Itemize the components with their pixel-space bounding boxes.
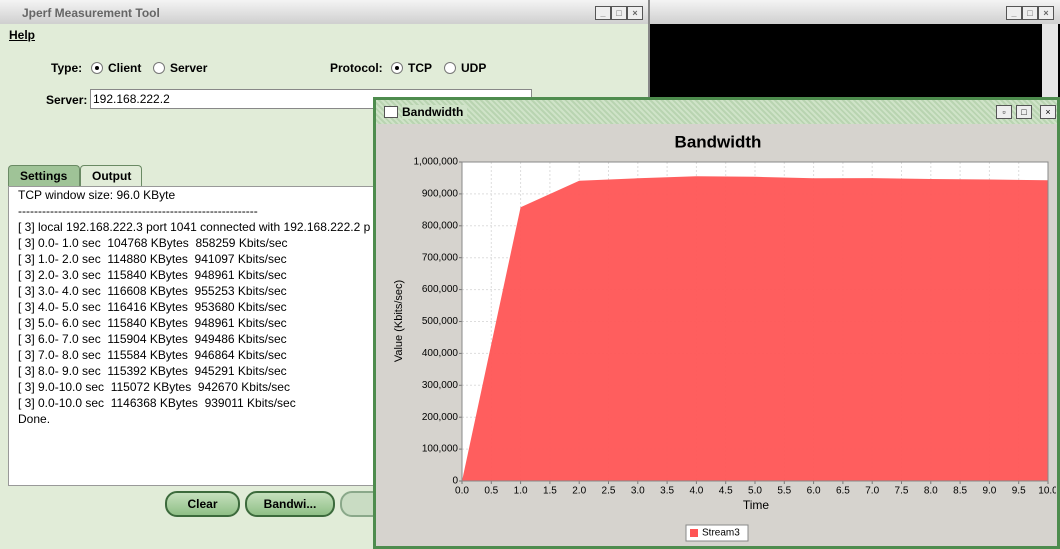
close-button[interactable]: × — [1038, 6, 1054, 20]
x-tick-label: 6.0 — [807, 486, 821, 497]
close-button[interactable]: × — [1040, 105, 1056, 119]
client-label[interactable]: Client — [108, 61, 142, 75]
close-button[interactable]: × — [627, 6, 643, 20]
frame-icon — [384, 106, 398, 118]
y-tick-label: 600,000 — [422, 284, 459, 295]
output-line: [ 3] 1.0- 2.0 sec 114880 KBytes 941097 K… — [18, 252, 287, 266]
window-title: Jperf Measurement Tool — [22, 6, 160, 20]
output-line: [ 3] 3.0- 4.0 sec 116608 KBytes 955253 K… — [18, 284, 287, 298]
output-tab[interactable]: Output — [80, 165, 142, 187]
chart: Bandwidth Time Value (Kbits/sec) 0 100,00… — [393, 132, 1056, 542]
x-tick-label: 0.5 — [484, 486, 498, 497]
minimize-button[interactable]: _ — [595, 6, 611, 20]
legend-label: Stream3 — [702, 528, 740, 539]
udp-label[interactable]: UDP — [461, 61, 487, 75]
output-line: [ 3] local 192.168.222.3 port 1041 conne… — [18, 220, 371, 234]
settings-tab[interactable]: Settings — [8, 165, 80, 186]
output-line: [ 3] 8.0- 9.0 sec 115392 KBytes 945291 K… — [18, 364, 287, 378]
y-tick-label: 900,000 — [422, 189, 459, 200]
client-radio[interactable] — [91, 62, 103, 74]
y-tick-label: 1,000,000 — [414, 157, 459, 168]
iconify-button[interactable]: ▫ — [996, 105, 1012, 119]
frame-title: Bandwidth — [402, 105, 468, 119]
output-line: Done. — [18, 412, 51, 426]
x-tick-label: 5.0 — [748, 486, 762, 497]
x-tick-label: 9.5 — [1012, 486, 1026, 497]
clear-button[interactable]: Clear — [165, 491, 240, 517]
output-line: [ 3] 7.0- 8.0 sec 115584 KBytes 946864 K… — [18, 348, 287, 362]
output-line: [ 3] 0.0- 1.0 sec 104768 KBytes 858259 K… — [18, 236, 288, 250]
x-tick-label: 10.0 — [1038, 486, 1056, 497]
area — [462, 176, 1048, 481]
output-line: [ 3] 0.0-10.0 sec 1146368 KBytes 939011 … — [18, 396, 296, 410]
x-tick-label: 8.0 — [924, 486, 938, 497]
x-tick-label: 4.5 — [719, 486, 733, 497]
x-tick-label: 2.0 — [572, 486, 586, 497]
x-tick-label: 9.0 — [982, 486, 996, 497]
legend: Stream3 — [685, 524, 749, 542]
server-field-label: Server: — [46, 93, 88, 107]
x-tick-label: 6.5 — [836, 486, 850, 497]
y-tick-label: 0 — [452, 476, 458, 487]
output-line: [ 3] 6.0- 7.0 sec 115904 KBytes 949486 K… — [18, 332, 287, 346]
y-tick-label: 100,000 — [422, 444, 459, 455]
y-tick-label: 700,000 — [422, 252, 459, 263]
help-menu[interactable]: Help — [9, 28, 36, 42]
tab-label: Output — [92, 169, 132, 183]
server-label[interactable]: Server — [170, 61, 208, 75]
y-axis-label: Value (Kbits/sec) — [393, 280, 405, 362]
x-tick-label: 4.0 — [689, 486, 703, 497]
server-value: 192.168.222.2 — [93, 92, 170, 106]
x-tick-label: 8.5 — [953, 486, 967, 497]
plot-border — [461, 161, 1049, 482]
output-line: [ 3] 2.0- 3.0 sec 115840 KBytes 948961 K… — [18, 268, 287, 282]
maximize-button[interactable]: □ — [1016, 105, 1032, 119]
title-bar: Jperf Measurement Tool _ □ × — [0, 0, 648, 24]
tab-label: Settings — [20, 169, 68, 183]
frame-title-bar: Bandwidth ▫ □ × — [376, 100, 1057, 124]
y-tick-label: 800,000 — [422, 220, 459, 231]
x-tick-label: 0.0 — [455, 486, 469, 497]
y-tick-label: 300,000 — [422, 380, 459, 391]
x-tick-label: 3.5 — [660, 486, 674, 497]
title-bar: _ □ × — [650, 0, 1060, 24]
x-tick-label: 3.0 — [631, 486, 645, 497]
x-axis-label: Time — [743, 498, 770, 512]
y-tick-label: 500,000 — [422, 316, 459, 327]
output-line: [ 3] 9.0-10.0 sec 115072 KBytes 942670 K… — [18, 380, 290, 394]
legend-box — [685, 524, 749, 542]
x-tick-label: 1.5 — [543, 486, 557, 497]
chart-title: Bandwidth — [675, 132, 762, 151]
udp-radio[interactable] — [444, 62, 456, 74]
x-tick-label: 7.0 — [865, 486, 879, 497]
protocol-label: Protocol: — [330, 61, 383, 75]
maximize-button[interactable]: □ — [611, 6, 627, 20]
tcp-label[interactable]: TCP — [408, 61, 432, 75]
x-tick-label: 7.5 — [895, 486, 909, 497]
type-label: Type: — [51, 61, 83, 75]
bandwidth-button[interactable]: Bandwi... — [245, 491, 335, 517]
x-tick-label: 5.5 — [777, 486, 791, 497]
output-line: TCP window size: 96.0 KByte — [18, 188, 176, 202]
maximize-button[interactable]: □ — [1022, 6, 1038, 20]
minimize-button[interactable]: _ — [1006, 6, 1022, 20]
tcp-radio[interactable] — [391, 62, 403, 74]
x-tick-label: 1.0 — [514, 486, 528, 497]
output-line: [ 3] 5.0- 6.0 sec 115840 KBytes 948961 K… — [18, 316, 287, 330]
output-line: [ 3] 4.0- 5.0 sec 116416 KBytes 953680 K… — [18, 300, 287, 314]
server-radio[interactable] — [153, 62, 165, 74]
legend-swatch — [690, 529, 698, 537]
x-tick-label: 2.5 — [602, 486, 616, 497]
y-tick-label: 200,000 — [422, 412, 459, 423]
y-tick-label: 400,000 — [422, 348, 459, 359]
output-line: ----------------------------------------… — [18, 204, 258, 218]
